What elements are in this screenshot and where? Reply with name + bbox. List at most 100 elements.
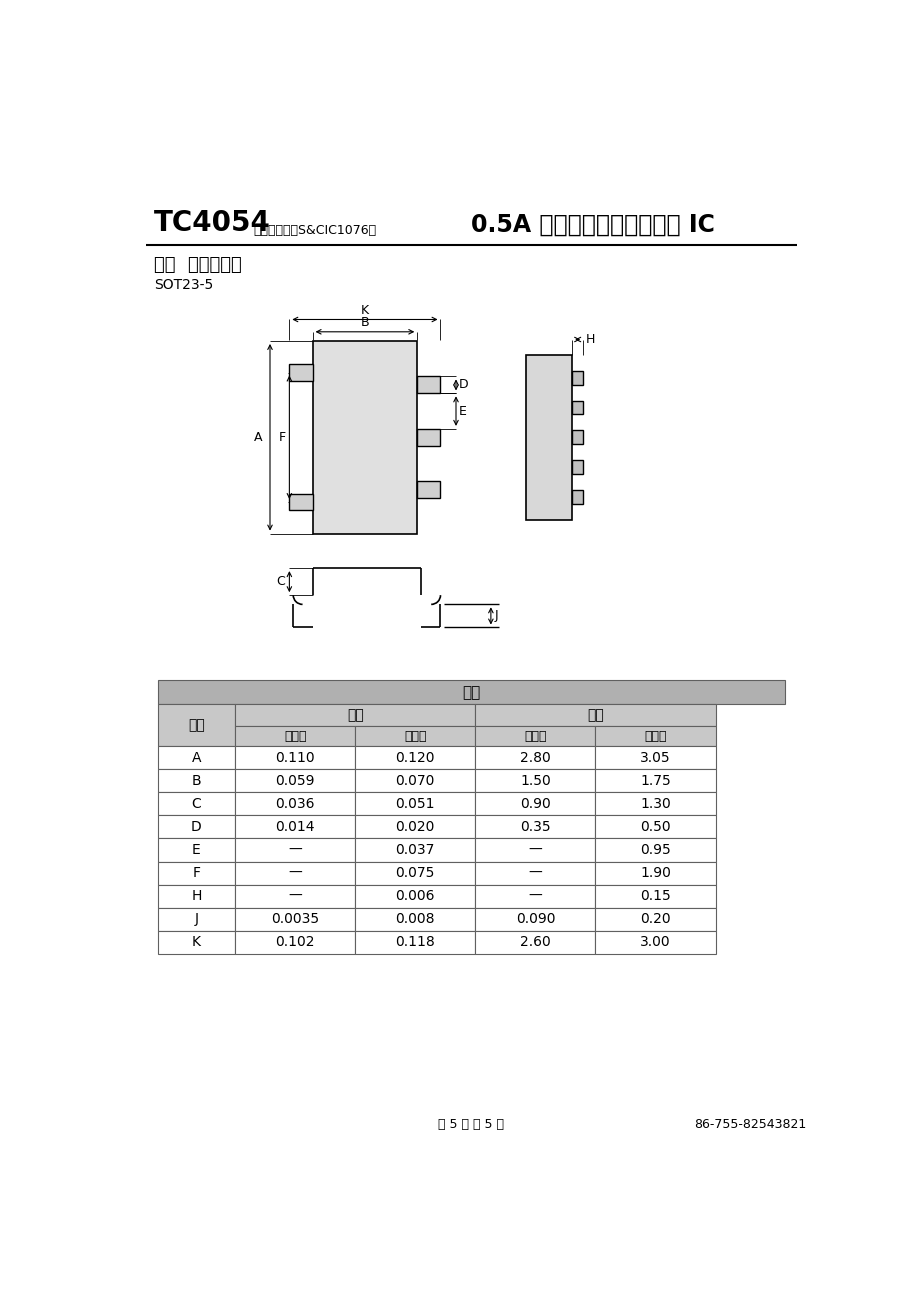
Bar xyxy=(235,746,355,769)
Bar xyxy=(235,792,355,815)
Text: —: — xyxy=(288,842,301,857)
Bar xyxy=(235,727,355,746)
Bar xyxy=(525,355,572,519)
Text: 0.037: 0.037 xyxy=(395,842,435,857)
Text: 0.90: 0.90 xyxy=(519,797,550,811)
Text: A: A xyxy=(191,751,201,764)
Text: B: B xyxy=(191,773,201,788)
Bar xyxy=(157,680,785,704)
Text: 第 5 页 共 5 页: 第 5 页 共 5 页 xyxy=(438,1118,504,1131)
Text: SOT23-5: SOT23-5 xyxy=(153,277,213,292)
Text: 0.110: 0.110 xyxy=(275,751,314,764)
Bar xyxy=(157,746,235,769)
Bar xyxy=(475,884,595,907)
Bar xyxy=(475,862,595,884)
Text: 1.50: 1.50 xyxy=(519,773,550,788)
Bar xyxy=(595,792,715,815)
Text: 规格: 规格 xyxy=(462,685,480,699)
Bar xyxy=(355,769,475,792)
Bar xyxy=(157,704,235,746)
Text: 0.0035: 0.0035 xyxy=(271,913,319,926)
Bar xyxy=(475,792,595,815)
Bar xyxy=(475,704,715,727)
Bar xyxy=(235,769,355,792)
Bar xyxy=(157,769,235,792)
Text: 1.75: 1.75 xyxy=(640,773,670,788)
Text: E: E xyxy=(192,842,200,857)
Bar xyxy=(235,704,475,727)
Bar xyxy=(355,727,475,746)
Text: 0.006: 0.006 xyxy=(395,889,435,904)
Bar xyxy=(355,838,475,862)
Bar xyxy=(475,931,595,954)
Text: 0.118: 0.118 xyxy=(395,935,435,949)
Text: 最小値: 最小値 xyxy=(284,729,306,742)
Text: 0.020: 0.020 xyxy=(395,820,435,833)
Bar xyxy=(235,931,355,954)
Text: —: — xyxy=(528,866,541,880)
Bar xyxy=(289,365,312,381)
Text: 0.075: 0.075 xyxy=(395,866,435,880)
Bar xyxy=(157,884,235,907)
Text: 九、  封装尺寸图: 九、 封装尺寸图 xyxy=(153,256,241,275)
Text: —: — xyxy=(288,889,301,904)
Bar xyxy=(475,907,595,931)
Bar xyxy=(355,884,475,907)
Text: 0.35: 0.35 xyxy=(519,820,550,833)
Bar xyxy=(475,769,595,792)
Text: —: — xyxy=(528,842,541,857)
Bar xyxy=(355,792,475,815)
Bar xyxy=(595,746,715,769)
Text: 最大値: 最大値 xyxy=(643,729,666,742)
Text: 毫米: 毫米 xyxy=(586,708,603,723)
Bar xyxy=(157,907,235,931)
Text: —: — xyxy=(288,866,301,880)
Text: 0.102: 0.102 xyxy=(275,935,314,949)
Text: D: D xyxy=(459,379,468,392)
Bar xyxy=(595,815,715,838)
Text: 1.30: 1.30 xyxy=(640,797,670,811)
Bar xyxy=(595,838,715,862)
Bar xyxy=(475,727,595,746)
Bar xyxy=(572,371,583,384)
Text: F: F xyxy=(278,431,285,444)
Bar xyxy=(269,557,502,648)
Bar xyxy=(157,815,235,838)
Text: A: A xyxy=(254,431,262,444)
Bar xyxy=(157,838,235,862)
Text: E: E xyxy=(459,405,467,418)
Text: 86-755-82543821: 86-755-82543821 xyxy=(694,1118,806,1131)
Text: 0.5A 线性锂离子电池充电器 IC: 0.5A 线性锂离子电池充电器 IC xyxy=(471,214,715,237)
Bar xyxy=(157,792,235,815)
Text: 最大値: 最大値 xyxy=(403,729,426,742)
Text: 0.051: 0.051 xyxy=(395,797,435,811)
Text: 0.008: 0.008 xyxy=(395,913,435,926)
Text: 3.00: 3.00 xyxy=(640,935,670,949)
Text: 0.059: 0.059 xyxy=(275,773,314,788)
Text: 1.90: 1.90 xyxy=(640,866,670,880)
Bar xyxy=(157,862,235,884)
Text: D: D xyxy=(191,820,201,833)
Bar xyxy=(475,746,595,769)
Text: TC4054: TC4054 xyxy=(153,210,270,237)
Bar xyxy=(572,460,583,474)
Bar xyxy=(417,376,440,393)
Bar xyxy=(595,931,715,954)
Text: 0.070: 0.070 xyxy=(395,773,435,788)
Text: 最小値: 最小値 xyxy=(524,729,546,742)
Text: 0.036: 0.036 xyxy=(275,797,314,811)
Text: K: K xyxy=(360,305,369,318)
Bar xyxy=(157,931,235,954)
Text: F: F xyxy=(192,866,200,880)
Bar xyxy=(595,727,715,746)
Bar xyxy=(572,490,583,504)
Text: 尺寸: 尺寸 xyxy=(187,719,205,732)
Bar xyxy=(312,341,417,534)
Text: 0.15: 0.15 xyxy=(640,889,670,904)
Bar xyxy=(289,493,312,510)
Bar xyxy=(355,931,475,954)
Bar xyxy=(355,746,475,769)
Bar xyxy=(572,431,583,444)
Text: 0.090: 0.090 xyxy=(516,913,554,926)
Text: H: H xyxy=(584,333,595,346)
